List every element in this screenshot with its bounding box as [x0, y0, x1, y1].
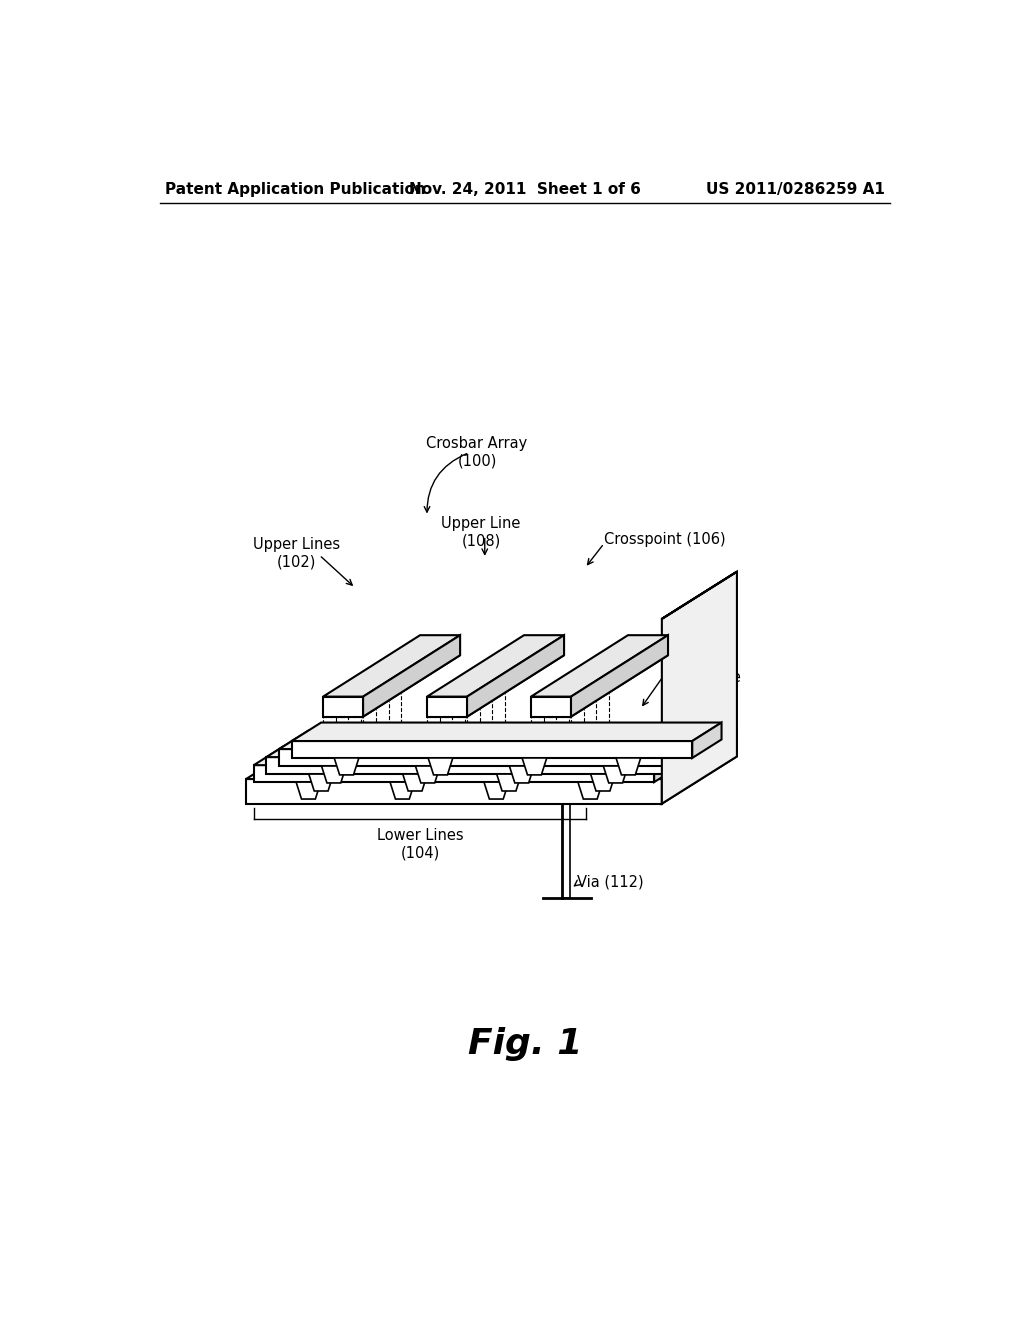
Polygon shape [323, 697, 364, 717]
Polygon shape [654, 747, 683, 781]
Polygon shape [246, 731, 737, 779]
Polygon shape [254, 766, 654, 781]
Polygon shape [280, 748, 680, 766]
Polygon shape [509, 766, 535, 783]
Text: Upper Line
(108): Upper Line (108) [441, 516, 520, 549]
Polygon shape [402, 774, 427, 791]
Polygon shape [571, 635, 668, 717]
Polygon shape [680, 730, 709, 766]
Polygon shape [692, 722, 722, 758]
Text: Patent Application Publication: Patent Application Publication [165, 182, 426, 197]
Polygon shape [578, 781, 602, 799]
Polygon shape [322, 766, 346, 783]
Polygon shape [309, 774, 334, 791]
Polygon shape [522, 758, 547, 775]
Polygon shape [246, 779, 662, 804]
Polygon shape [323, 655, 460, 717]
Text: Crosspoint (106): Crosspoint (106) [604, 532, 726, 546]
Polygon shape [292, 722, 722, 741]
Text: Crosbar Array
(100): Crosbar Array (100) [426, 436, 527, 469]
Polygon shape [662, 572, 737, 804]
Text: Lower Line
(110): Lower Line (110) [662, 671, 740, 702]
Polygon shape [467, 635, 564, 717]
Text: Nov. 24, 2011  Sheet 1 of 6: Nov. 24, 2011 Sheet 1 of 6 [409, 182, 641, 197]
Polygon shape [616, 758, 641, 775]
Polygon shape [266, 758, 667, 774]
Polygon shape [603, 766, 628, 783]
Text: Lower Lines
(104): Lower Lines (104) [377, 829, 464, 861]
Polygon shape [667, 739, 696, 774]
Polygon shape [266, 739, 696, 758]
Polygon shape [364, 635, 460, 717]
Polygon shape [531, 697, 571, 717]
Polygon shape [484, 781, 509, 799]
Polygon shape [427, 635, 564, 697]
Polygon shape [416, 766, 440, 783]
Polygon shape [427, 697, 467, 717]
Polygon shape [591, 774, 615, 791]
Text: Fig. 1: Fig. 1 [468, 1027, 582, 1061]
Polygon shape [292, 741, 692, 758]
Text: Upper Lines
(102): Upper Lines (102) [253, 537, 340, 570]
Polygon shape [427, 655, 564, 717]
Polygon shape [390, 781, 415, 799]
Polygon shape [296, 781, 321, 799]
Text: Via (112): Via (112) [578, 875, 644, 890]
Polygon shape [323, 635, 460, 697]
Polygon shape [334, 758, 358, 775]
Polygon shape [662, 572, 737, 619]
Polygon shape [280, 730, 709, 748]
Polygon shape [531, 655, 668, 717]
Polygon shape [254, 747, 683, 766]
Polygon shape [428, 758, 453, 775]
Polygon shape [497, 774, 521, 791]
Polygon shape [662, 731, 737, 804]
Text: US 2011/0286259 A1: US 2011/0286259 A1 [707, 182, 885, 197]
Polygon shape [531, 635, 668, 697]
